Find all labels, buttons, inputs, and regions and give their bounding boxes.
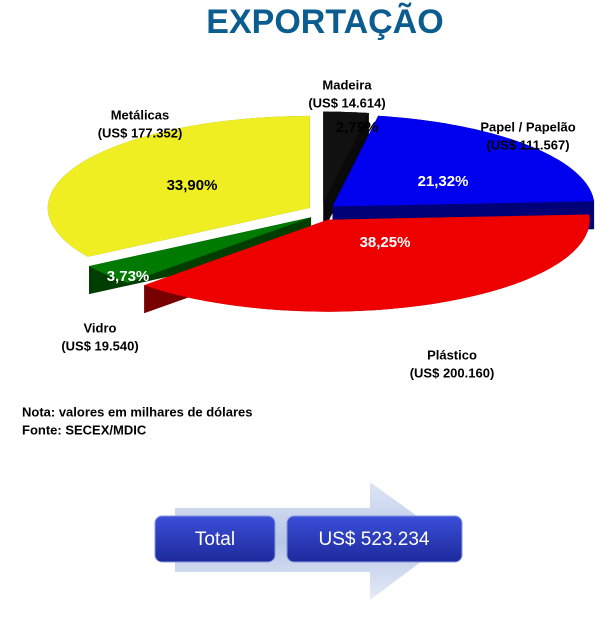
total-label: Total: [195, 529, 235, 550]
category-label: Plástico: [427, 347, 477, 362]
amount-label: (US$ 200.160): [410, 365, 495, 380]
amount-label: (US$ 14.614): [308, 95, 385, 110]
value-label: 38,25%: [360, 234, 411, 251]
slice: [144, 214, 590, 312]
total-value: US$ 523.234: [319, 529, 430, 550]
value-label: 2,79%: [336, 119, 379, 136]
slice: [332, 115, 595, 207]
category-label: Papel / Papelão: [480, 119, 575, 134]
amount-label: (US$ 177.352): [98, 125, 183, 140]
slice: [89, 217, 312, 283]
category-label: Madeira: [322, 77, 372, 92]
total-box: [154, 515, 276, 563]
slice: [323, 111, 369, 204]
amount-label: (US$ 19.540): [61, 338, 138, 353]
chart-title: EXPORTAÇÃO: [206, 3, 443, 41]
note: Nota: valores em milhares de dólares: [22, 404, 252, 419]
value-label: 3,73%: [107, 268, 150, 285]
pie: [47, 111, 595, 340]
total-box: [286, 515, 463, 563]
note: Fonte: SECEX/MDIC: [22, 422, 147, 437]
value-label: 33,90%: [167, 177, 218, 194]
slice: [47, 115, 310, 257]
category-label: Metálicas: [111, 107, 170, 122]
category-label: Vidro: [84, 320, 117, 335]
value-label: 21,32%: [418, 173, 469, 190]
slice-side: [89, 217, 312, 311]
amount-label: (US$ 111.567): [486, 137, 569, 152]
